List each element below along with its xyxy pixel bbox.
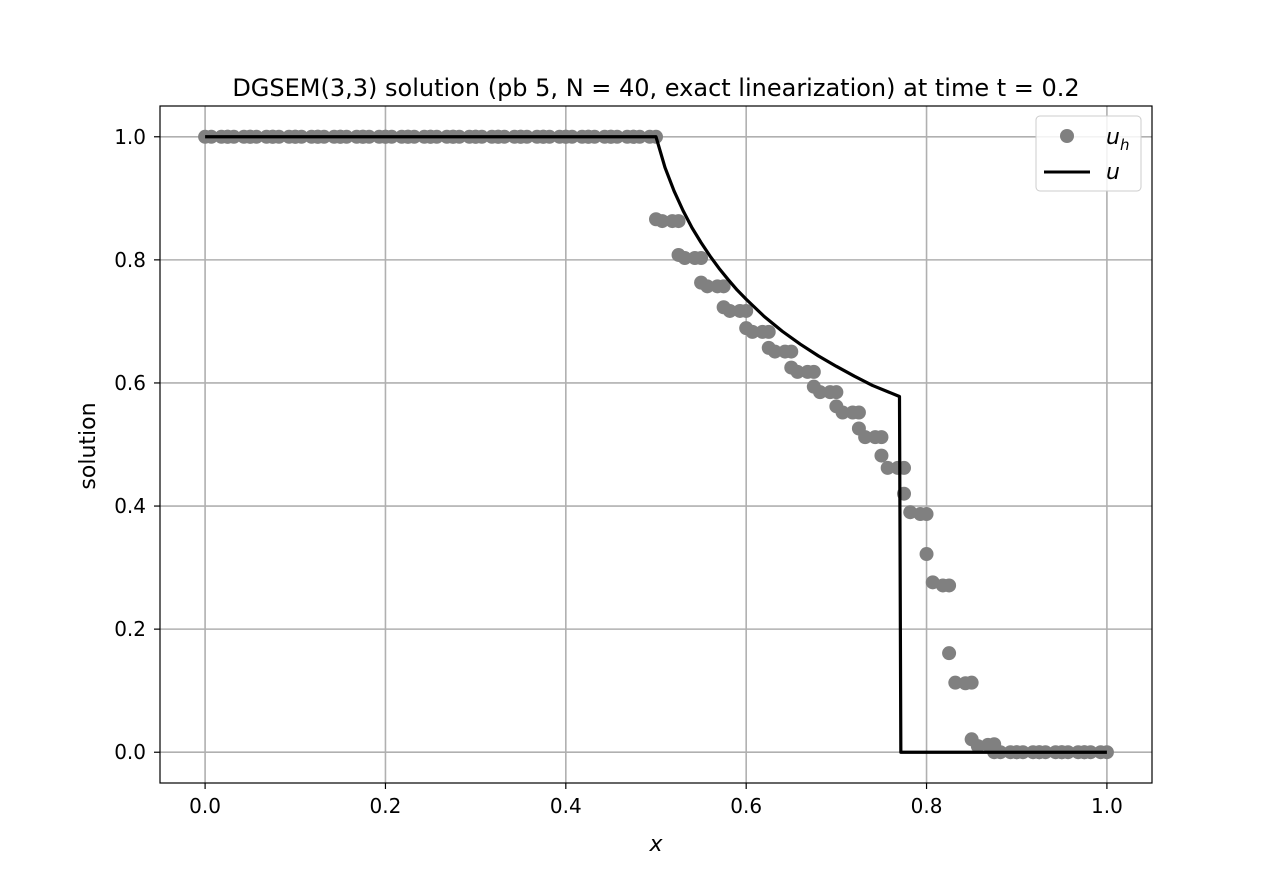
legend-marker-uh	[1060, 129, 1074, 143]
x-tick-label: 1.0	[1091, 794, 1123, 818]
y-tick-label: 0.4	[114, 494, 146, 518]
data-point-uh	[874, 430, 889, 445]
legend-label-uh-sub: h	[1120, 136, 1130, 154]
data-point-uh	[880, 460, 895, 475]
data-point-uh	[919, 547, 934, 562]
data-point-uh	[739, 303, 754, 318]
data-point-uh	[784, 344, 799, 359]
data-point-uh	[835, 405, 850, 420]
ticks: 0.0 0.2 0.4 0.6 0.8 1.0 0.0 0.2 0.4 0.6 0.8 1.0	[114, 125, 1123, 818]
y-tick-label: 0.0	[114, 740, 146, 764]
data-point-uh	[942, 646, 957, 661]
x-tick-label: 0.0	[189, 794, 221, 818]
series-layer	[198, 129, 1114, 760]
legend-label-uh: uh	[1106, 125, 1129, 154]
x-tick-label: 0.8	[911, 794, 943, 818]
data-point-uh	[829, 385, 844, 400]
data-point-uh	[767, 344, 782, 359]
y-tick-label: 0.6	[114, 371, 146, 395]
series-uh-points	[198, 129, 1114, 760]
data-point-uh	[722, 303, 737, 318]
data-point-uh	[942, 578, 957, 593]
data-point-uh	[919, 507, 934, 522]
legend-label-u: u	[1106, 160, 1120, 185]
data-point-uh	[761, 324, 776, 339]
x-tick-label: 0.4	[550, 794, 582, 818]
data-point-uh	[806, 364, 821, 379]
y-axis-label: solution	[76, 402, 101, 489]
data-point-uh	[745, 324, 760, 339]
data-point-uh	[964, 675, 979, 690]
data-point-uh	[716, 279, 731, 294]
data-point-uh	[851, 405, 866, 420]
data-point-uh	[700, 279, 715, 294]
y-tick-label: 0.8	[114, 248, 146, 272]
legend: uh u	[1035, 115, 1142, 192]
data-point-uh	[858, 430, 873, 445]
data-point-uh	[677, 251, 692, 266]
x-tick-label: 0.6	[730, 794, 762, 818]
data-point-uh	[671, 214, 686, 229]
data-point-uh	[694, 251, 709, 266]
data-point-uh	[874, 448, 889, 463]
series-line-u	[205, 135, 1107, 754]
data-point-uh	[790, 364, 805, 379]
data-point-uh	[813, 385, 828, 400]
legend-label-uh-main: u	[1106, 125, 1120, 150]
plot-background	[160, 106, 1152, 783]
y-tick-label: 0.2	[114, 617, 146, 641]
data-point-uh	[948, 675, 963, 690]
chart-title: DGSEM(3,3) solution (pb 5, N = 40, exact…	[232, 74, 1079, 102]
x-axis-label: x	[648, 832, 663, 857]
y-tick-label: 1.0	[114, 125, 146, 149]
x-tick-label: 0.2	[370, 794, 402, 818]
data-point-uh	[655, 214, 670, 229]
plot-frame	[159, 105, 1153, 784]
